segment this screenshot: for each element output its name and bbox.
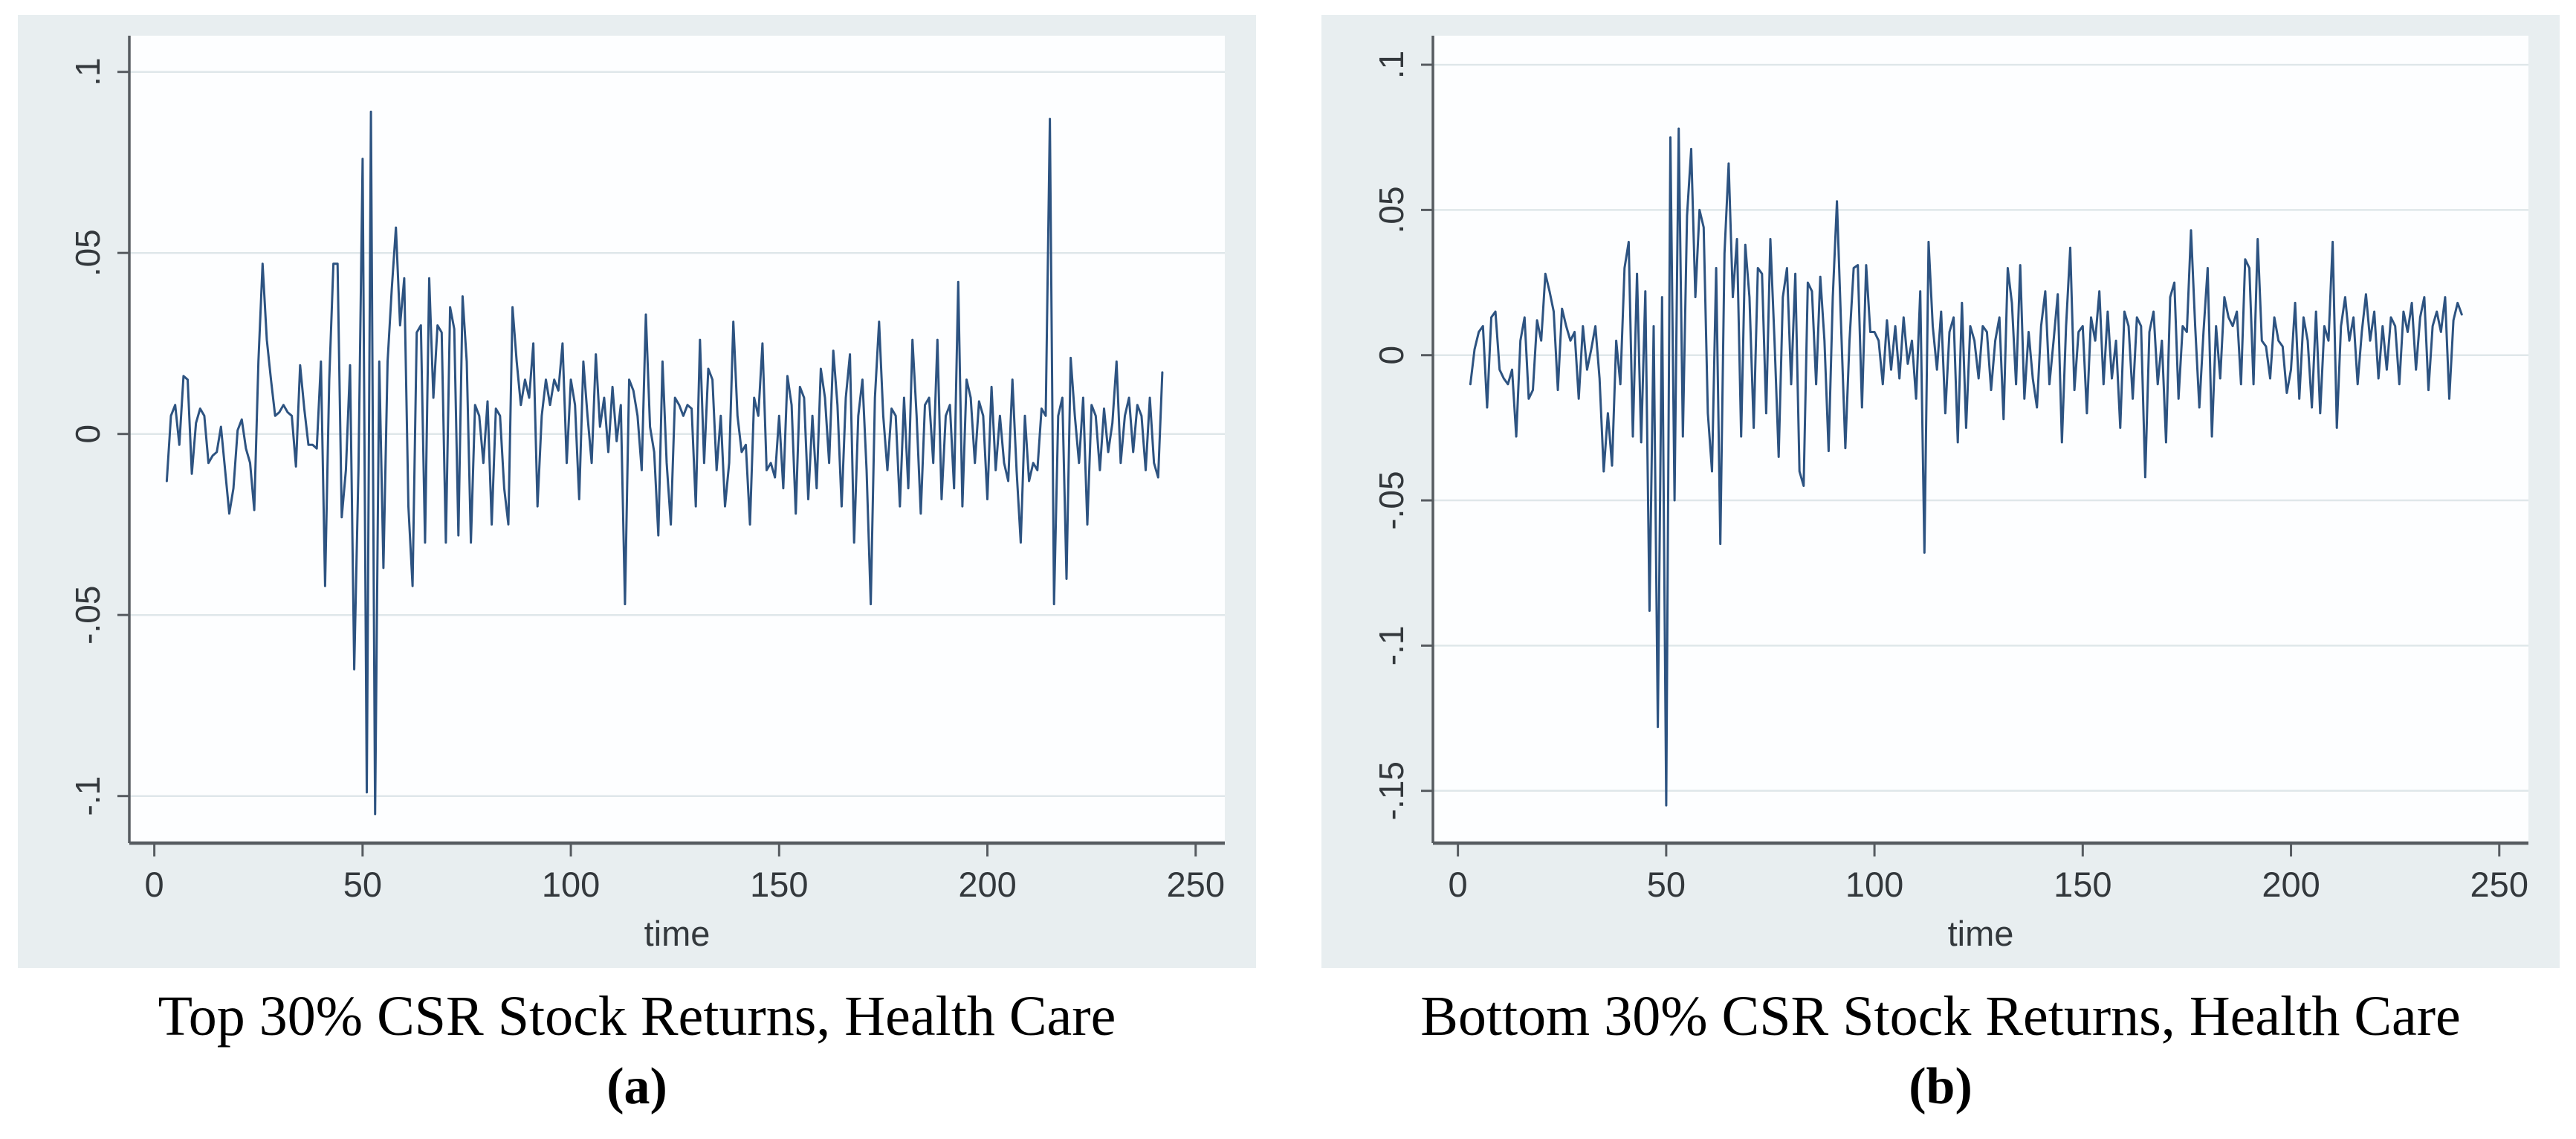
y-tick-label: 0	[1372, 346, 1411, 365]
y-tick-label: -.05	[1372, 471, 1411, 529]
y-tick-label: .05	[1372, 186, 1411, 233]
y-tick-label: .05	[68, 229, 107, 277]
series-line	[1469, 127, 2463, 807]
figure-panel-b: .1 .05 0 -.05 -.1 -.15 0 50 100 150 200 250 time Bot…	[1321, 15, 2560, 1117]
x-tick-label: 250	[1167, 865, 1225, 904]
plot-area	[1433, 36, 2528, 843]
y-tick-label: .1	[68, 58, 107, 86]
y-tick-label: 0	[68, 425, 107, 444]
panel-label: (a)	[606, 1057, 667, 1115]
x-tick-label: 50	[343, 865, 382, 904]
y-tick-label: -.05	[68, 586, 107, 645]
x-tick-label: 150	[2054, 865, 2111, 904]
x-tick-label: 250	[2470, 865, 2528, 904]
line-chart-top30: .1 .05 0 -.05 -.1 0 50 100 150 200 250 time	[18, 15, 1256, 968]
x-axis-title: time	[644, 914, 711, 953]
series-line	[165, 110, 1164, 816]
x-tick-label: 100	[1845, 865, 1903, 904]
y-tick-label: -.1	[68, 776, 107, 816]
figure-panel-a: .1 .05 0 -.05 -.1 0 50 100 150 200 250 time Top 30%…	[18, 15, 1256, 1117]
y-tick-label: .1	[1372, 51, 1411, 79]
x-tick-label: 50	[1647, 865, 1686, 904]
x-tick-label: 0	[145, 865, 164, 904]
x-tick-label: 150	[750, 865, 808, 904]
y-tick-label: -.1	[1372, 626, 1411, 666]
x-tick-label: 200	[958, 865, 1016, 904]
panel-caption: Bottom 30% CSR Stock Returns, Health Car…	[1420, 985, 2461, 1048]
x-tick-label: 0	[1449, 865, 1468, 904]
y-tick-label: -.15	[1372, 761, 1411, 820]
x-axis-title: time	[1948, 914, 2014, 953]
x-tick-label: 100	[542, 865, 600, 904]
panel-label: (b)	[1909, 1057, 1973, 1115]
x-tick-label: 200	[2262, 865, 2320, 904]
line-chart-bottom30: .1 .05 0 -.05 -.1 -.15 0 50 100 150 200 250 time	[1321, 15, 2560, 968]
plot-area	[129, 36, 1225, 843]
panel-caption: Top 30% CSR Stock Returns, Health Care	[158, 985, 1116, 1048]
